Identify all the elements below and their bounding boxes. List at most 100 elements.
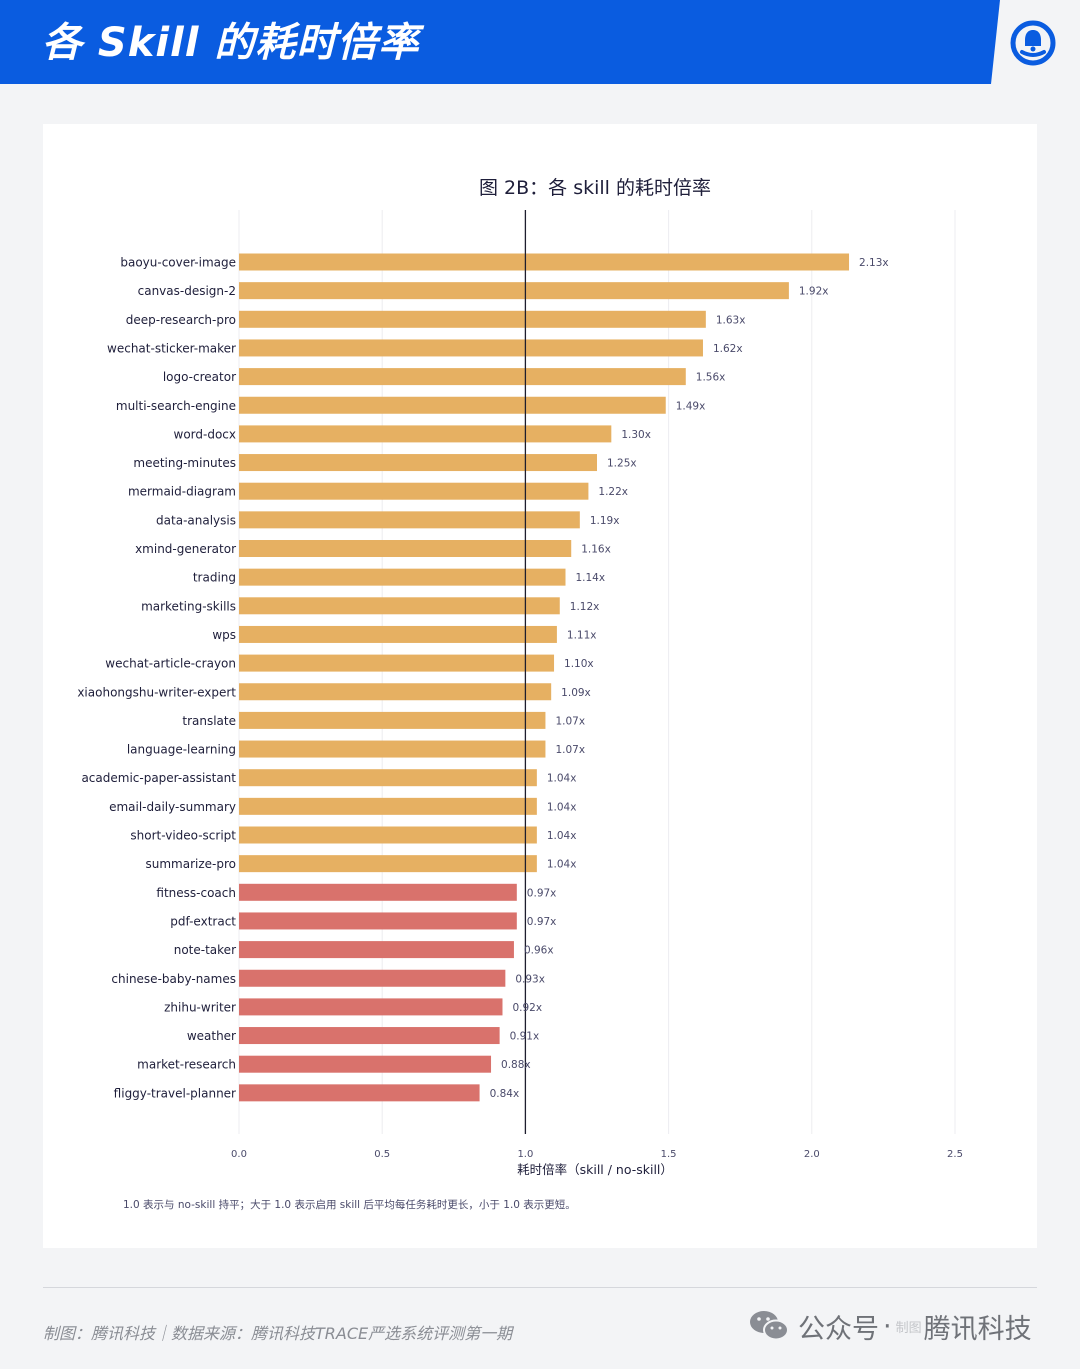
bar-email-daily-summary: [239, 797, 537, 815]
header-blue-band: [0, 0, 1000, 84]
bar-wechat-sticker-maker: [239, 339, 703, 357]
category-label: trading: [193, 571, 236, 585]
x-tick-label: 2.5: [947, 1149, 963, 1160]
bar-zhihu-writer: [239, 998, 503, 1016]
bar-word-docx: [239, 425, 612, 443]
value-label: 0.88x: [501, 1059, 531, 1071]
category-label: meeting-minutes: [133, 456, 236, 470]
bar-weather: [239, 1027, 500, 1045]
category-label: xmind-generator: [135, 542, 236, 556]
footer-watermark: 公众号 · 制图 腾讯科技: [748, 1306, 1032, 1346]
category-label: logo-creator: [163, 370, 236, 384]
category-label: wechat-article-crayon: [105, 657, 236, 671]
value-label: 1.56x: [696, 372, 726, 384]
value-label: 0.96x: [524, 945, 554, 957]
tencent-tech-logo-icon: [1010, 20, 1056, 66]
category-label: word-docx: [174, 427, 236, 441]
category-label: canvas-design-2: [138, 284, 236, 298]
bar-academic-paper-assistant: [239, 769, 537, 787]
bar-translate: [239, 711, 546, 729]
value-label: 0.92x: [512, 1002, 542, 1014]
value-label: 1.14x: [575, 572, 605, 584]
value-label: 1.04x: [547, 801, 577, 813]
value-label: 0.97x: [527, 916, 557, 928]
bar-deep-research-pro: [239, 310, 706, 328]
x-tick-label: 2.0: [804, 1149, 820, 1160]
watermark-sub-label: 制图: [895, 1320, 922, 1336]
bar-canvas-design-2: [239, 282, 789, 300]
category-labels: baoyu-cover-image canvas-design-2 deep-res…: [77, 256, 236, 1101]
category-label: xiaohongshu-writer-expert: [77, 685, 236, 699]
value-label: 1.25x: [607, 458, 637, 470]
x-tick-label: 0.0: [231, 1149, 247, 1160]
category-label: note-taker: [174, 943, 236, 957]
bars: [239, 253, 850, 1102]
value-label: 1.92x: [799, 286, 829, 298]
x-tick-label: 1.5: [661, 1149, 677, 1160]
x-tick-label: 1.0: [517, 1149, 533, 1160]
category-label: wps: [212, 628, 236, 642]
value-label: 1.12x: [570, 601, 600, 613]
wechat-icon: [750, 1311, 789, 1341]
value-label: 0.84x: [490, 1088, 520, 1100]
bar-mermaid-diagram: [239, 482, 589, 500]
bar-marketing-skills: [239, 597, 560, 615]
category-label: fitness-coach: [156, 886, 236, 900]
footer-divider: [43, 1287, 1037, 1288]
category-label: multi-search-engine: [116, 399, 236, 413]
category-label: wechat-sticker-maker: [107, 341, 236, 355]
chart-footnote: 1.0 表示与 no-skill 持平；大于 1.0 表示启用 skill 后平…: [123, 1199, 576, 1211]
watermark-account-label: 公众号: [798, 1313, 879, 1345]
page-title: 各 Skill 的耗时倍率: [42, 20, 420, 66]
value-labels: 2.13x 1.92x 1.63x 1.62x 1.56x 1.49x 1.30x 1.25x…: [490, 257, 889, 1100]
bar-xiaohongshu-writer-expert: [239, 683, 552, 701]
skill-time-ratio-chart: baoyu-cover-image canvas-design-2 deep-res…: [77, 177, 963, 1177]
bar-short-video-script: [239, 826, 537, 844]
category-label: mermaid-diagram: [128, 485, 236, 499]
bar-fliggy-travel-planner: [239, 1084, 480, 1102]
value-label: 1.09x: [561, 687, 591, 699]
value-label: 1.22x: [598, 486, 628, 498]
x-axis-label: 耗时倍率（skill / no-skill）: [517, 1162, 673, 1177]
value-label: 0.93x: [515, 973, 545, 985]
watermark-separator: ·: [883, 1310, 892, 1342]
bar-market-research: [239, 1055, 492, 1073]
bar-baoyu-cover-image: [239, 253, 850, 271]
value-label: 1.04x: [547, 830, 577, 842]
value-label: 1.19x: [590, 515, 620, 527]
category-label: language-learning: [127, 743, 236, 757]
footer-credit: 制图：腾讯科技｜数据来源：腾讯科技TRACE严选系统评测第一期: [43, 1324, 513, 1343]
header-banner: 各 Skill 的耗时倍率: [0, 0, 1080, 84]
category-label: fliggy-travel-planner: [114, 1086, 236, 1100]
value-label: 1.49x: [676, 400, 706, 412]
category-label: chinese-baby-names: [111, 972, 236, 986]
bar-logo-creator: [239, 368, 686, 386]
value-label: 1.10x: [564, 658, 594, 670]
category-label: summarize-pro: [146, 857, 237, 871]
category-label: baoyu-cover-image: [120, 256, 236, 270]
bar-wps: [239, 625, 557, 643]
category-label: marketing-skills: [141, 599, 236, 613]
value-label: 2.13x: [859, 257, 889, 269]
x-tick-labels: 0.0 0.5 1.0 1.5 2.0 2.5: [231, 1149, 963, 1160]
bar-chinese-baby-names: [239, 969, 506, 987]
bar-fitness-coach: [239, 883, 517, 901]
bar-meeting-minutes: [239, 454, 597, 472]
chart-card: baoyu-cover-image canvas-design-2 deep-res…: [43, 124, 1037, 1248]
value-label: 1.62x: [713, 343, 743, 355]
category-label: academic-paper-assistant: [81, 771, 236, 785]
value-label: 1.07x: [555, 744, 585, 756]
value-label: 1.04x: [547, 859, 577, 871]
category-label: translate: [182, 714, 236, 728]
value-label: 1.07x: [555, 715, 585, 727]
x-tick-label: 0.5: [374, 1149, 390, 1160]
category-label: pdf-extract: [170, 914, 236, 928]
category-label: weather: [187, 1029, 236, 1043]
bar-multi-search-engine: [239, 396, 666, 414]
category-label: deep-research-pro: [126, 313, 236, 327]
value-label: 1.30x: [621, 429, 651, 441]
category-label: market-research: [137, 1058, 236, 1072]
category-label: data-analysis: [156, 513, 236, 527]
value-label: 1.04x: [547, 773, 577, 785]
bar-language-learning: [239, 740, 546, 758]
